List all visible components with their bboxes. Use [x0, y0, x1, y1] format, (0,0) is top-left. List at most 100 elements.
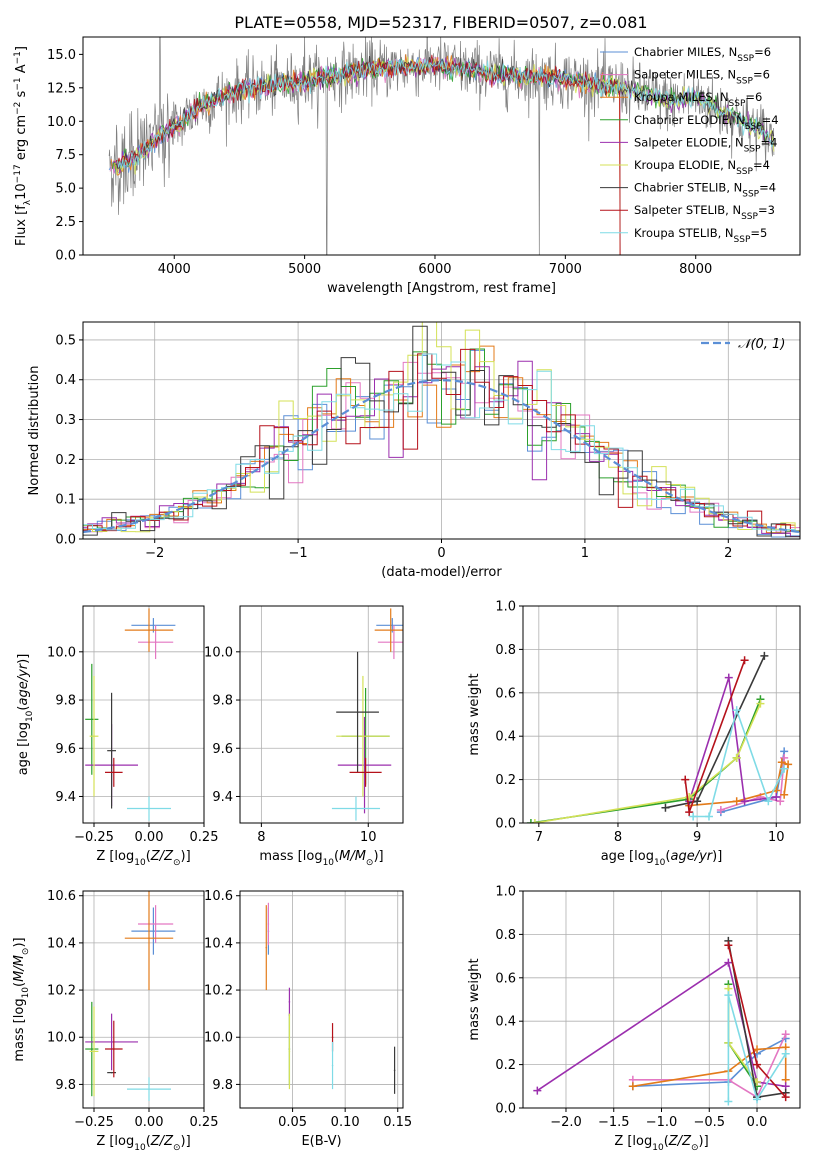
- x-tick-label: 0.05: [278, 1115, 307, 1130]
- x-tick-label: −2: [145, 546, 164, 561]
- panel-residuals: −2 −1 0 1 2 0.0 0.1 0.2 0.3 0.4 0.5 𝒩(0, 1) (data-mo…: [27, 321, 801, 580]
- panels: 4000 5000 6000 7000 80000.02.55.07.510.012.5…: [12, 36, 801, 1153]
- y-axis-label: mass weight: [467, 958, 482, 1040]
- legend-sub: SSP: [736, 77, 753, 87]
- y-axis-label: mass weight: [467, 673, 482, 755]
- legend-sub: SSP: [741, 212, 758, 222]
- data-point: [288, 1050, 291, 1053]
- x-tick-label: −0.25: [74, 1115, 114, 1130]
- y-tick-label: 0.0: [495, 1102, 516, 1117]
- weight-marker: [740, 797, 749, 806]
- label-part: age/yr: [670, 849, 713, 864]
- x-tick-label: 0.10: [331, 1115, 360, 1130]
- label-part: mass weight: [467, 673, 482, 755]
- label-part: 10: [21, 987, 31, 999]
- y-tick-label: 0.3: [55, 413, 76, 428]
- x-tick-label: 6000: [418, 262, 451, 277]
- weight-marker: [704, 812, 713, 821]
- legend-n: =3: [758, 203, 775, 217]
- plot-area: [331, 608, 403, 821]
- label-part: s: [14, 90, 29, 101]
- data-point: [393, 1069, 396, 1072]
- y-tick-label: 9.8: [212, 694, 233, 709]
- figure-title: PLATE=0558, MJD=52317, FIBERID=0507, z=0…: [234, 13, 647, 32]
- y-tick-label: 9.8: [212, 1078, 233, 1093]
- label-part: ⊙: [691, 1143, 699, 1153]
- y-tick-label: 7.5: [55, 148, 76, 163]
- axes-frame: [522, 605, 801, 824]
- label-part: 10: [134, 858, 146, 868]
- y-tick-label: 9.6: [55, 742, 76, 757]
- y-tick-label: 10.0: [47, 1031, 76, 1046]
- weight-marker: [756, 699, 765, 708]
- label-part: mass [log: [259, 849, 322, 864]
- legend-label: Salpeter STELIB, NSSP=3: [634, 203, 775, 222]
- legend-label: Chabrier MILES, NSSP=6: [634, 45, 771, 64]
- y-tick-label: 10.2: [204, 984, 233, 999]
- label-part: Flux [f: [14, 205, 29, 246]
- x-tick-label: 0.15: [383, 1115, 412, 1130]
- y-tick-label: 0.0: [495, 817, 516, 832]
- x-axis-label: Z [log10(Z/Z⊙)]: [96, 849, 190, 868]
- weight-marker: [764, 797, 773, 806]
- plot-area: [526, 651, 793, 823]
- legend-sub: SSP: [744, 144, 761, 154]
- data-point: [288, 1001, 291, 1003]
- data-point: [154, 641, 157, 643]
- weight-marker: [628, 1082, 637, 1091]
- data-point: [362, 735, 364, 737]
- label-part: (: [146, 1134, 151, 1149]
- legend-model: Chabrier MILES, N: [634, 45, 737, 59]
- label-part: 10: [14, 183, 29, 200]
- data-point: [148, 629, 150, 631]
- label-part: mass weight: [467, 958, 482, 1040]
- plot-area: [265, 902, 396, 1094]
- x-tick-label: 8: [614, 830, 622, 845]
- y-tick-label: 0.8: [495, 928, 516, 943]
- weight-marker: [661, 803, 670, 812]
- label-part: A: [14, 64, 29, 77]
- label-part: age [log: [16, 722, 31, 775]
- legend-n: =4: [759, 181, 776, 195]
- data-point: [331, 1064, 334, 1067]
- x-tick-label: 0.0: [747, 1115, 768, 1130]
- weight-marker: [732, 797, 741, 806]
- weight-series-line: [534, 703, 762, 823]
- weight-marker: [784, 760, 793, 769]
- legend-label: Salpeter MILES, NSSP=6: [634, 68, 770, 87]
- weight-marker: [776, 797, 785, 806]
- weight-marker: [760, 651, 769, 660]
- data-point: [113, 771, 115, 774]
- x-tick-label: 8000: [679, 262, 712, 277]
- x-tick-label: 9: [693, 830, 701, 845]
- legend-n: =5: [750, 226, 767, 240]
- label-part: ⊙: [173, 858, 181, 868]
- data-point: [356, 711, 359, 713]
- x-tick-label: 5000: [288, 262, 321, 277]
- y-tick-label: 0.5: [55, 333, 76, 348]
- label-part: 10: [134, 1143, 146, 1153]
- label-part: 10: [25, 710, 35, 722]
- weight-series-line: [720, 757, 785, 811]
- data-point: [148, 807, 150, 810]
- weight-series-line: [665, 655, 766, 809]
- y-axis-label: mass [log10(M/M⊙)]: [12, 937, 31, 1061]
- label-part: )]: [699, 1134, 709, 1149]
- weight-marker: [732, 706, 741, 715]
- data-point: [152, 624, 155, 627]
- label-part: Z [log: [614, 1134, 652, 1149]
- weight-marker: [689, 812, 698, 821]
- residual-histogram: [83, 353, 800, 533]
- y-axis-label: Normed distribution: [27, 366, 42, 496]
- weight-marker: [724, 991, 733, 1000]
- y-tick-label: 0.6: [495, 686, 516, 701]
- y-tick-label: 10.4: [204, 936, 233, 951]
- weight-marker: [724, 941, 733, 950]
- legend-model: Salpeter MILES, N: [634, 68, 736, 82]
- axes-frame: [239, 890, 404, 1109]
- label-part: erg cm: [14, 115, 29, 164]
- residual-histogram: [83, 325, 800, 538]
- x-tick-label: 7: [535, 830, 543, 845]
- x-tick-label: 0.25: [190, 1115, 219, 1130]
- weight-marker: [753, 1060, 762, 1069]
